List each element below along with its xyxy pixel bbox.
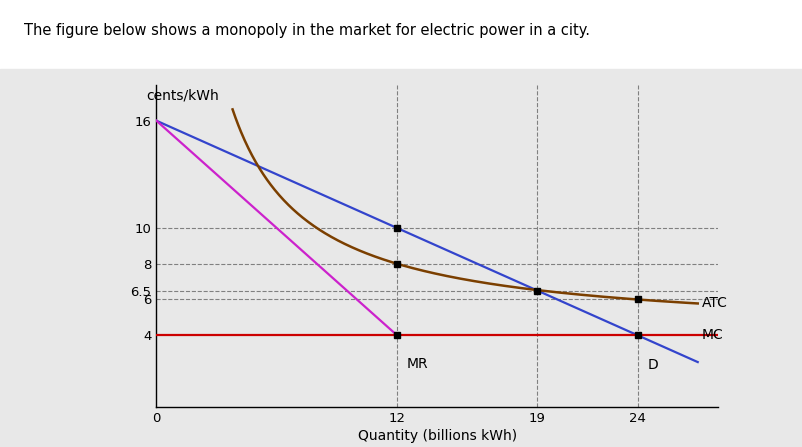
Text: The figure below shows a monopoly in the market for electric power in a city.: The figure below shows a monopoly in the… xyxy=(24,23,590,38)
Text: MC: MC xyxy=(702,328,723,342)
Text: cents/kWh: cents/kWh xyxy=(146,89,219,102)
X-axis label: Quantity (billions kWh): Quantity (billions kWh) xyxy=(358,429,516,443)
Text: ATC: ATC xyxy=(702,296,727,310)
Text: D: D xyxy=(647,358,658,372)
Text: MR: MR xyxy=(407,357,428,371)
